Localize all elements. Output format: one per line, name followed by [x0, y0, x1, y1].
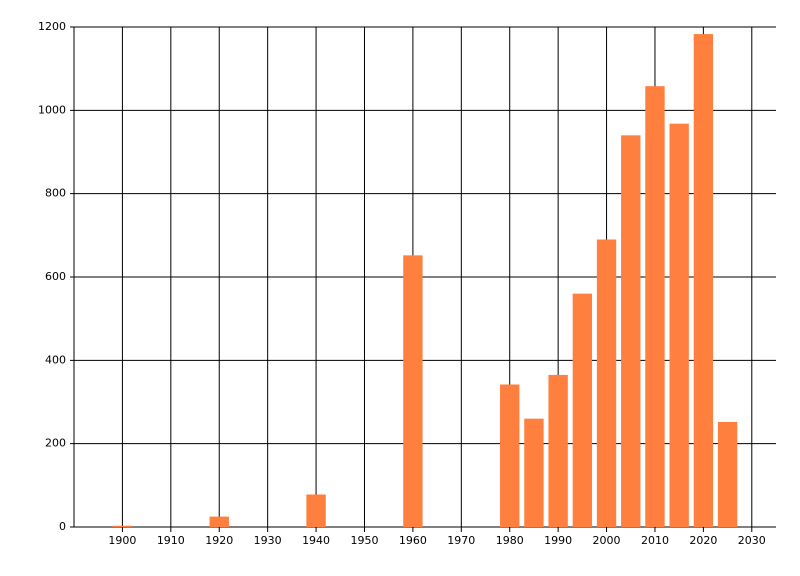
y-tick-label: 1000 — [38, 103, 66, 116]
bar — [645, 86, 665, 528]
x-tick-label: 2000 — [593, 534, 621, 547]
bar — [112, 525, 133, 527]
x-tick-label: 2010 — [641, 534, 669, 547]
y-tick-label: 600 — [45, 270, 66, 283]
bar — [717, 422, 738, 527]
x-tick-label: 2020 — [689, 534, 717, 547]
bar — [500, 384, 520, 527]
x-tick-label: 1950 — [350, 534, 378, 547]
y-tick-label: 0 — [59, 520, 66, 533]
bar — [209, 516, 229, 527]
x-tick-label: 1900 — [108, 534, 136, 547]
y-tick-label: 200 — [45, 437, 66, 450]
bar — [621, 135, 641, 528]
y-tick-label: 1200 — [38, 20, 66, 33]
x-tick-label: 1970 — [447, 534, 475, 547]
bar — [572, 293, 593, 527]
x-tick-label: 1980 — [496, 534, 524, 547]
y-tick-label: 800 — [45, 187, 66, 200]
bar — [669, 123, 689, 528]
x-tick-label: 1960 — [399, 534, 427, 547]
x-tick-label: 2030 — [738, 534, 766, 547]
y-tick-label: 400 — [45, 353, 66, 366]
bar — [693, 34, 714, 527]
bar — [403, 255, 423, 528]
x-tick-label: 1910 — [157, 534, 185, 547]
bar — [548, 374, 568, 527]
bar — [524, 418, 544, 527]
x-tick-label: 1930 — [254, 534, 282, 547]
x-tick-label: 1920 — [205, 534, 233, 547]
bar — [306, 494, 326, 527]
x-tick-label: 1940 — [302, 534, 330, 547]
bar — [596, 239, 617, 527]
x-tick-label: 1990 — [544, 534, 572, 547]
